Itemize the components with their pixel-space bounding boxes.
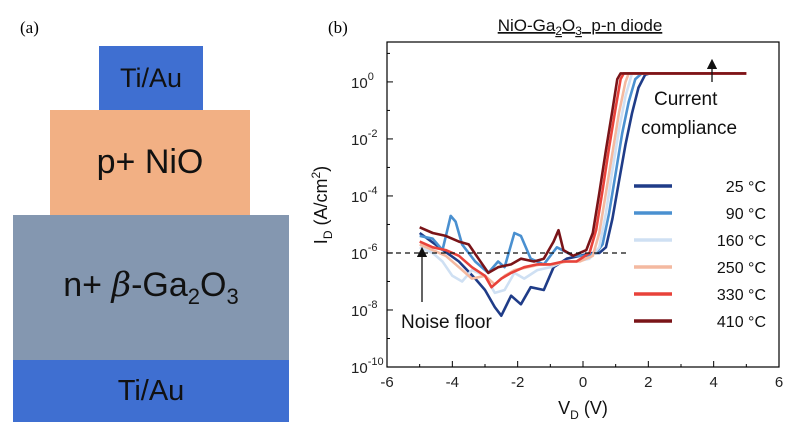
legend-label-6: 410 °C: [717, 314, 766, 331]
x-tick-label: -6: [380, 374, 393, 391]
ga2o3-ga: -Ga: [131, 266, 188, 305]
noise-floor-label: Noise floor: [401, 312, 492, 333]
bottom-contact-layer: Ti/Au: [13, 360, 289, 422]
legend-label-2: 90 °C: [726, 206, 766, 223]
y-tick-label: 10-4: [351, 185, 377, 206]
y-tick-label: 10-8: [351, 299, 377, 320]
nio-label: p+ NiO: [96, 143, 204, 181]
x-tick-label: -2: [511, 374, 524, 391]
y-axis-label: ID (A/cm2): [309, 166, 335, 244]
series-line-3: [419, 72, 747, 295]
x-tick-label: 0: [579, 374, 587, 391]
top-contact-label: Ti/Au: [119, 62, 182, 93]
ga2o3-o: O: [200, 266, 227, 305]
x-tick-label: 2: [644, 374, 652, 391]
y-tick-label: 10-10: [351, 356, 384, 377]
ga2o3-sub2: 2: [187, 283, 201, 309]
legend-label-1: 25 °C: [726, 179, 766, 196]
panel-b-label: (b): [328, 18, 348, 37]
panel-a-label: (a): [20, 18, 39, 37]
legend-label-4: 250 °C: [717, 260, 766, 277]
series-line-1: [418, 72, 747, 317]
compliance-label-line2: compliance: [641, 118, 737, 139]
series-line-5: [419, 72, 747, 289]
x-tick-label: -4: [446, 374, 459, 391]
ga2o3-beta: β: [111, 265, 132, 306]
ga2o3-prefix: n+: [63, 266, 102, 305]
legend-label-3: 160 °C: [717, 233, 766, 250]
x-tick-label: 4: [709, 374, 717, 391]
ga2o3-sub3: 3: [226, 283, 239, 309]
compliance-label-line1: Current: [654, 89, 718, 110]
top-contact-layer: Ti/Au: [99, 46, 203, 110]
x-axis-label: VD (V): [558, 398, 608, 422]
ga2o3-layer: n+ β-Ga2O3: [13, 215, 289, 360]
chart-title: NiO-Ga2O3 p-n diode: [498, 16, 663, 38]
y-tick-label: 100: [351, 71, 374, 92]
legend-label-5: 330 °C: [717, 287, 766, 304]
series-line-6: [419, 72, 747, 275]
ga2o3-label: n+ β-Ga2O3: [63, 265, 239, 310]
y-tick-label: 10-6: [351, 242, 377, 263]
bottom-contact-label: Ti/Au: [117, 374, 185, 407]
y-tick-label: 10-2: [351, 128, 377, 149]
x-tick-label: 6: [775, 374, 783, 391]
nio-layer: p+ NiO: [50, 110, 250, 215]
